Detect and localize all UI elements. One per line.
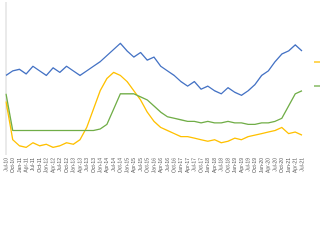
- x-tick-label: Jul-12: [57, 158, 63, 172]
- x-tick-label: Apr-16: [158, 158, 164, 173]
- series-line: [5, 42, 303, 96]
- x-tick-label: Jan-15: [124, 158, 130, 174]
- x-tick-label: Oct-15: [145, 158, 151, 173]
- series-line: [5, 90, 303, 132]
- x-tick-label: Apr-19: [239, 158, 245, 173]
- x-tick-label: Oct-14: [118, 158, 124, 173]
- x-tick-label: Jul-21: [299, 158, 305, 172]
- x-tick-label: Jul-17: [192, 158, 198, 172]
- x-tick-label: Oct-16: [172, 158, 178, 173]
- x-tick-label: Jul-19: [246, 158, 252, 172]
- x-tick-label: Oct-17: [198, 158, 204, 173]
- x-tick-label: Jan-19: [232, 158, 238, 174]
- x-tick-label: Oct-11: [37, 158, 43, 173]
- x-tick-label: Apr-17: [185, 158, 191, 173]
- x-tick-label: Jan-20: [259, 158, 265, 174]
- x-tick-label: Apr-18: [212, 158, 218, 173]
- x-tick-label: Jan-17: [178, 158, 184, 174]
- x-tick-label: Jan-16: [151, 158, 157, 174]
- x-tick-label: Oct-10: [10, 158, 16, 173]
- x-tick-label: Jul-15: [138, 158, 144, 172]
- x-tick-label: Jul-18: [219, 158, 225, 172]
- x-tick-label: Jan-12: [44, 158, 50, 174]
- x-tick-label: Oct-12: [64, 158, 70, 173]
- x-tick-label: Oct-13: [91, 158, 97, 173]
- x-tick-label: Jul-16: [165, 158, 171, 172]
- x-tick-label: Oct-18: [225, 158, 231, 173]
- x-tick-label: Jan-21: [286, 158, 292, 174]
- x-tick-label: Jul-11: [30, 158, 36, 171]
- x-tick-label: Apr-11: [24, 158, 30, 173]
- x-tick-label: Apr-15: [131, 158, 137, 173]
- x-tick-label: Jan-14: [98, 158, 104, 174]
- x-tick-label: Jul-13: [84, 158, 90, 172]
- x-tick-label: Jan-13: [71, 158, 77, 174]
- x-tick-label: Apr-13: [77, 158, 83, 173]
- x-tick-label: Jan-11: [17, 158, 23, 173]
- x-tick-label: Apr-14: [104, 158, 110, 173]
- x-tick-label: Apr-20: [266, 158, 272, 173]
- x-tick-label: Jul-10: [3, 158, 9, 172]
- x-tick-label: Oct-19: [252, 158, 258, 173]
- chart: Jul-10 Oct-10 Jan-11 Apr-11 Jul-11 Oct-11 Jan-…: [3, 2, 320, 174]
- x-tick-label: Jan-18: [205, 158, 211, 174]
- x-tick-label: Jul-20: [272, 158, 278, 172]
- x-tick-label: Apr-12: [50, 158, 56, 173]
- x-tick-label: Apr-21: [293, 158, 299, 173]
- series-line: [5, 71, 303, 148]
- x-tick-label: Oct-20: [279, 158, 285, 173]
- x-tick-label: Jul-14: [111, 158, 117, 172]
